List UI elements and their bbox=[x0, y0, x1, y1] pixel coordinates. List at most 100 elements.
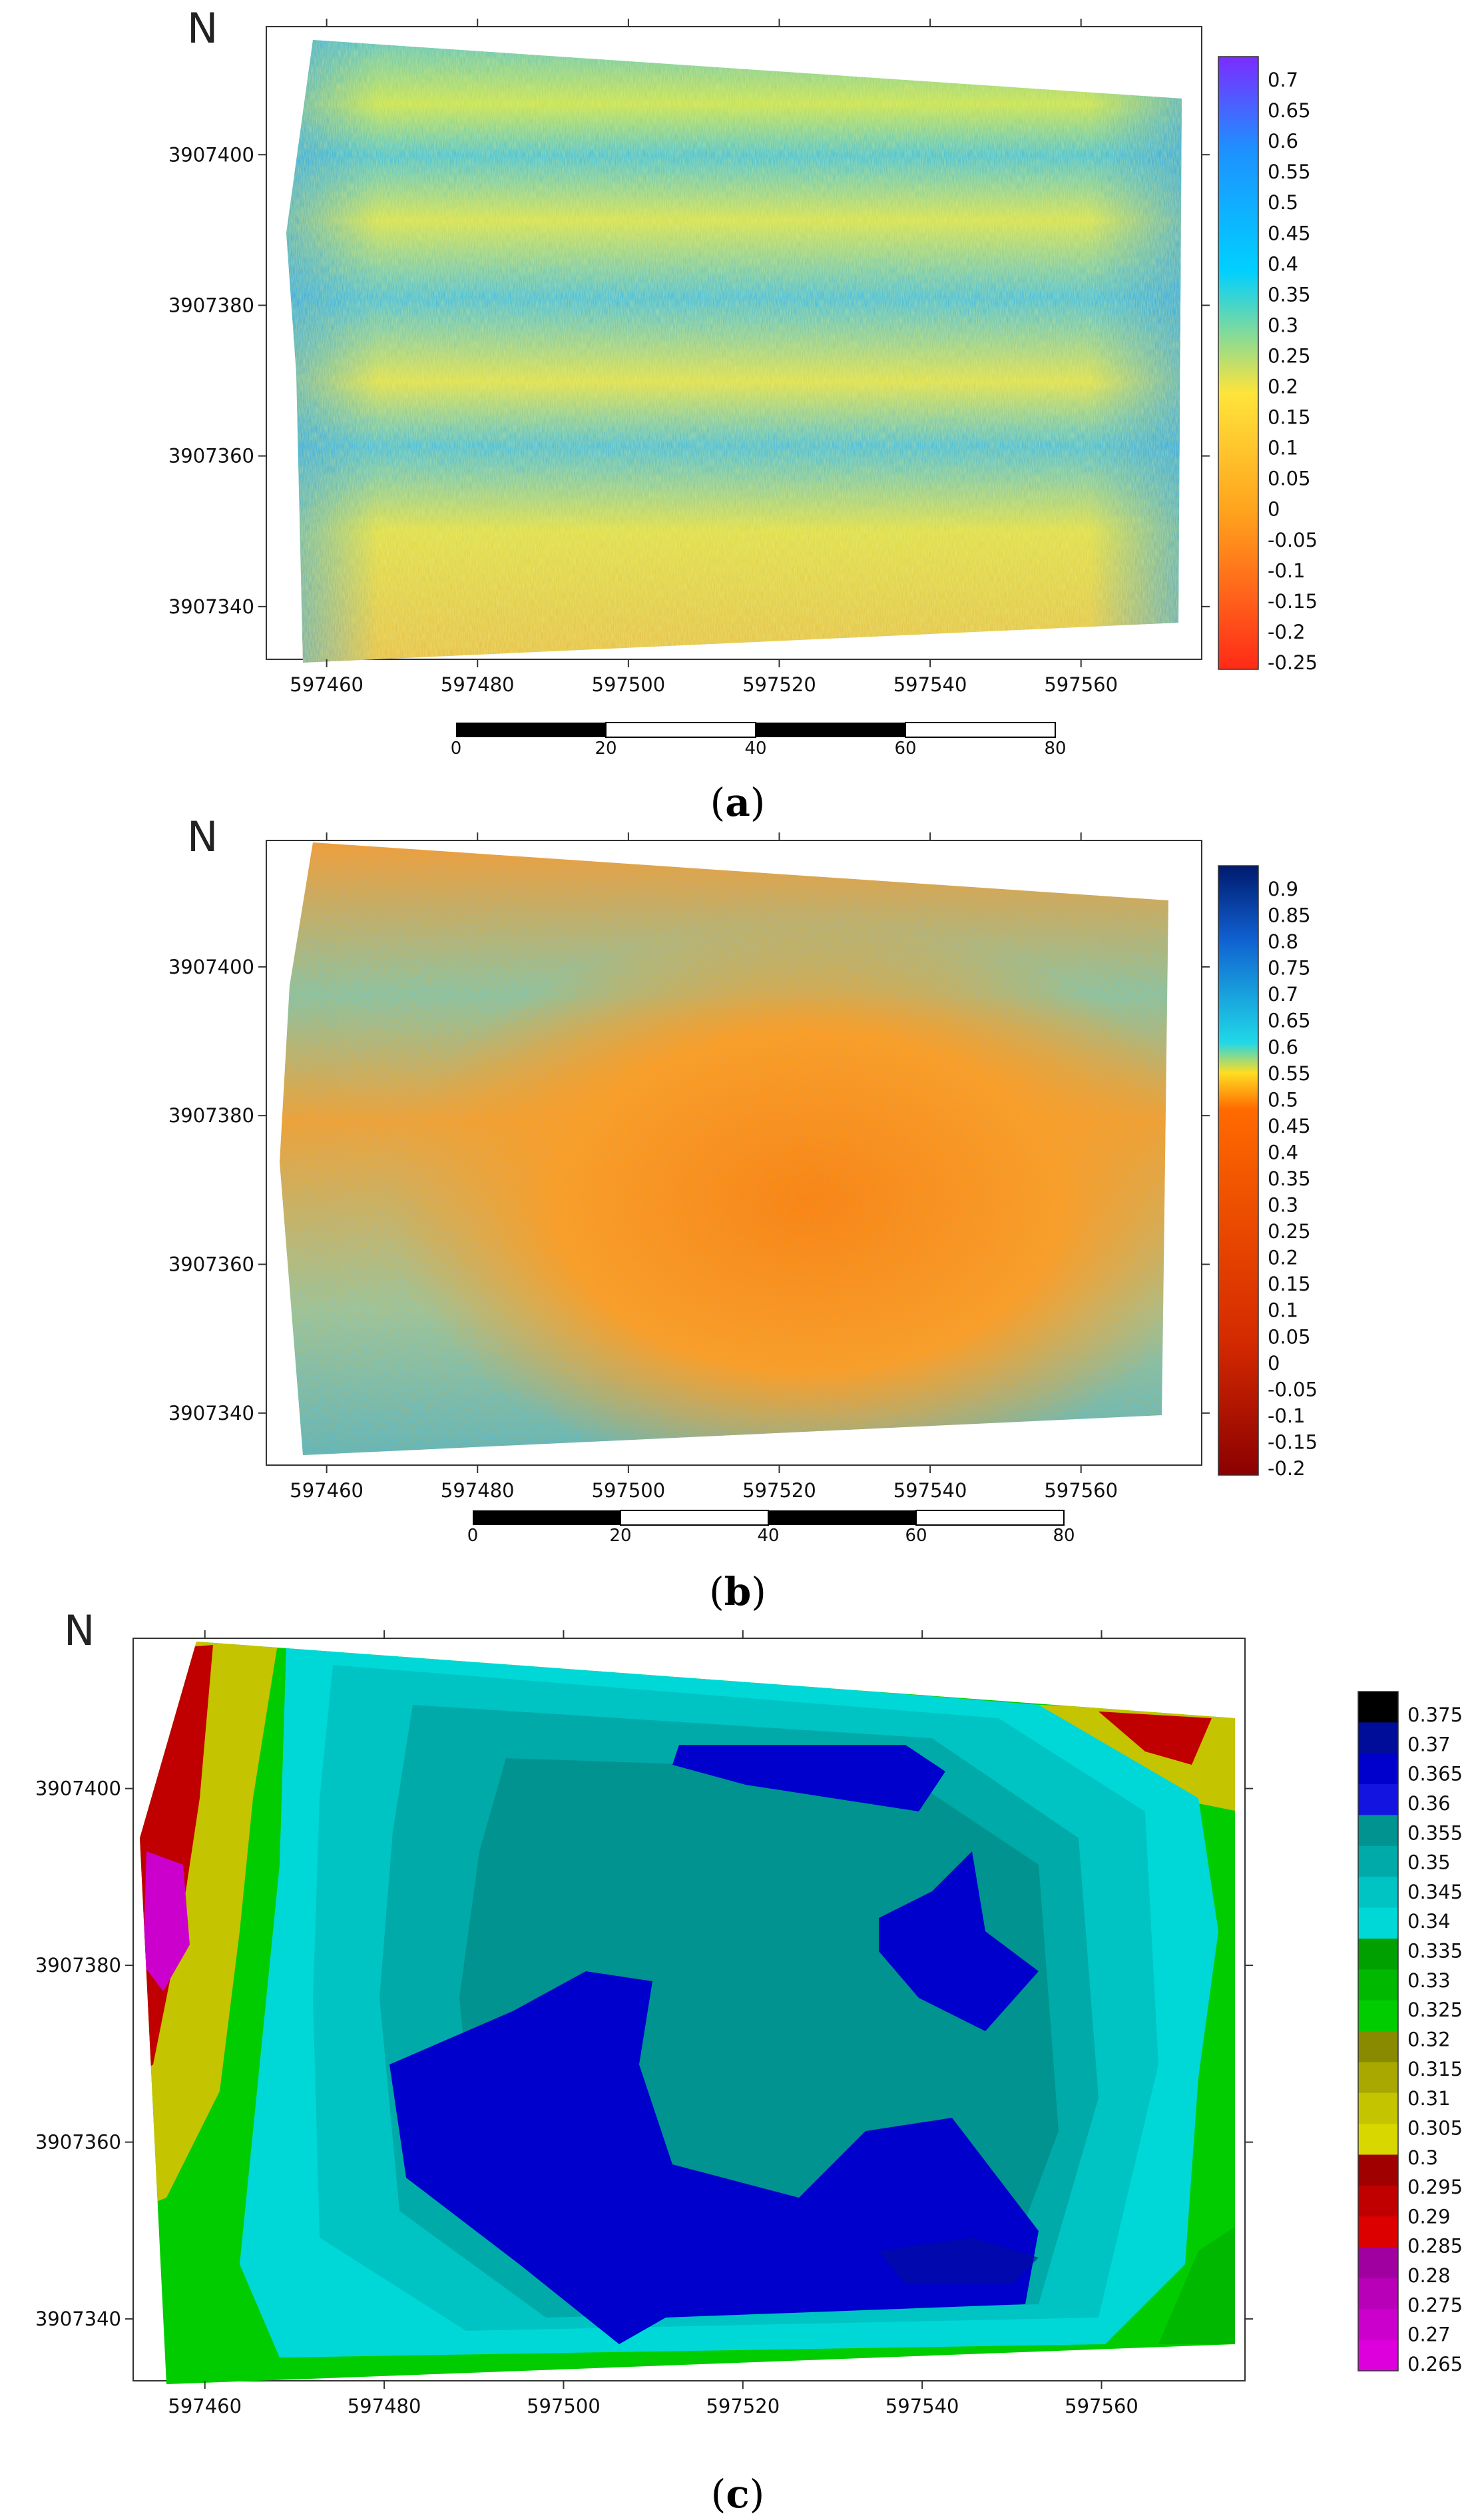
colorbar-c bbox=[1357, 1691, 1399, 2371]
y-tick-label: 3907360 bbox=[35, 2131, 121, 2154]
colorbar-label: 0.27 bbox=[1407, 2324, 1451, 2346]
map-frame bbox=[266, 26, 1202, 660]
y-tick-label: 3907360 bbox=[168, 1253, 254, 1276]
colorbar-label: 0.65 bbox=[1268, 99, 1311, 122]
scale-bar-a bbox=[456, 722, 1056, 738]
colorbar-label: -0.15 bbox=[1268, 590, 1318, 613]
colorbar-bin bbox=[1358, 2216, 1398, 2248]
scale-bar-label: 0 bbox=[467, 1526, 479, 1546]
colorbar-label: 0.2 bbox=[1268, 376, 1298, 398]
colorbar-label: 0.6 bbox=[1268, 130, 1298, 153]
colorbar-label: -0.05 bbox=[1268, 1378, 1318, 1401]
colorbar-label: 0.4 bbox=[1268, 1141, 1298, 1163]
panel-b-index-map: N 597460 597480 597500 597520 597540 597560 39… bbox=[168, 812, 1318, 1614]
colorbar-label: 0.34 bbox=[1407, 1910, 1451, 1933]
colorbar-label: -0.1 bbox=[1268, 559, 1306, 582]
colorbar-label: 0.7 bbox=[1268, 983, 1298, 1006]
raster-image-a bbox=[286, 40, 1182, 663]
raster-image-b bbox=[280, 842, 1168, 1455]
y-tick-label: 3907380 bbox=[168, 1104, 254, 1127]
colorbar-label: -0.2 bbox=[1268, 1457, 1306, 1480]
y-tick-label: 3907380 bbox=[168, 294, 254, 316]
colorbar-label: -0.15 bbox=[1268, 1430, 1318, 1453]
colorbar-label: 0.25 bbox=[1268, 1220, 1311, 1243]
scale-bar-b bbox=[473, 1510, 1065, 1526]
colorbar-label: 0.1 bbox=[1268, 1299, 1298, 1322]
colorbar-bin bbox=[1358, 1969, 1398, 2001]
colorbar-label: 0.05 bbox=[1268, 468, 1311, 490]
colorbar-label: 0.15 bbox=[1268, 1273, 1311, 1295]
scale-bar-label: 0 bbox=[451, 739, 462, 759]
panel-c-interpolated-map: N 597460 597480 597500 597520 597540 597560 39… bbox=[35, 1606, 1463, 2517]
scale-bar-label: 80 bbox=[1044, 739, 1066, 759]
colorbar-label: 0.3 bbox=[1407, 2146, 1438, 2169]
colorbar-label: 0.65 bbox=[1268, 1010, 1311, 1032]
colorbar-label: 0.7 bbox=[1268, 69, 1298, 91]
x-tick-label: 597560 bbox=[1044, 673, 1118, 696]
colorbar-bin bbox=[1358, 2154, 1398, 2186]
colorbar-label: 0.37 bbox=[1407, 1733, 1451, 1755]
colorbar-bin bbox=[1358, 1938, 1398, 1970]
colorbar-label: 0.1 bbox=[1268, 437, 1298, 460]
colorbar-label: 0.5 bbox=[1268, 1088, 1298, 1111]
colorbar-label: 0.265 bbox=[1407, 2353, 1463, 2375]
colorbar-label: 0.85 bbox=[1268, 904, 1311, 927]
colorbar-label: 0.45 bbox=[1268, 1115, 1311, 1137]
y-tick-label: 3907340 bbox=[35, 2308, 121, 2330]
colorbar-label: 0.29 bbox=[1407, 2205, 1451, 2228]
colorbar-label: 0.355 bbox=[1407, 1821, 1463, 1844]
north-arrow-icon: N bbox=[64, 1606, 95, 1655]
x-tick-label: 597560 bbox=[1044, 1479, 1118, 1502]
colorbar-label: 0.36 bbox=[1407, 1792, 1451, 1815]
colorbar-label: 0.3 bbox=[1268, 314, 1298, 336]
y-tick-label: 3907380 bbox=[35, 1954, 121, 1977]
colorbar-label: -0.1 bbox=[1268, 1405, 1306, 1427]
y-tick-label: 3907340 bbox=[168, 1402, 254, 1424]
colorbar-label: -0.2 bbox=[1268, 621, 1306, 643]
colorbar-label: 0.75 bbox=[1268, 957, 1311, 980]
colorbar-bin bbox=[1358, 2000, 1398, 2032]
colorbar-label: 0.32 bbox=[1407, 2029, 1451, 2051]
colorbar-bin bbox=[1358, 2124, 1398, 2155]
colorbar-label: 0.31 bbox=[1407, 2087, 1451, 2110]
north-arrow-icon: N bbox=[187, 812, 218, 861]
x-tick-label: 597540 bbox=[893, 1479, 967, 1502]
colorbar-label: 0.6 bbox=[1268, 1036, 1298, 1058]
colorbar-label: 0.9 bbox=[1268, 878, 1298, 900]
x-tick-label: 597500 bbox=[592, 1479, 666, 1502]
colorbar-label: -0.25 bbox=[1268, 651, 1318, 674]
colorbar-label: 0.285 bbox=[1407, 2235, 1463, 2258]
x-tick-label: 597540 bbox=[893, 673, 967, 696]
scale-bar-label: 20 bbox=[595, 739, 616, 759]
colorbar-bin bbox=[1358, 1784, 1398, 1815]
colorbar-label: 0.35 bbox=[1268, 283, 1311, 306]
colorbar-label: 0.345 bbox=[1407, 1881, 1463, 1903]
colorbar-label: 0.275 bbox=[1407, 2294, 1463, 2316]
scale-bar-label: 80 bbox=[1053, 1526, 1075, 1546]
colorbar-bin bbox=[1358, 2247, 1398, 2279]
colorbar-label: 0.8 bbox=[1268, 930, 1298, 953]
north-arrow-icon: N bbox=[187, 4, 218, 53]
colorbar-bin bbox=[1358, 2062, 1398, 2094]
colorbar-b bbox=[1218, 865, 1259, 1476]
x-tick-label: 597520 bbox=[706, 2395, 780, 2417]
y-tick-label: 3907340 bbox=[168, 595, 254, 618]
x-tick-label: 597520 bbox=[742, 1479, 816, 1502]
colorbar-bin bbox=[1358, 2340, 1398, 2371]
x-tick-label: 597480 bbox=[441, 673, 515, 696]
y-tick-label: 3907400 bbox=[168, 143, 254, 166]
colorbar-label: 0.55 bbox=[1268, 160, 1311, 183]
colorbar-outline bbox=[1357, 1691, 1399, 2371]
panel-b-caption: (b) bbox=[709, 1569, 766, 1614]
x-tick-label: 597460 bbox=[290, 1479, 364, 1502]
map-frame bbox=[266, 840, 1202, 1466]
colorbar-label: 0.25 bbox=[1268, 344, 1311, 367]
colorbar-label: 0.35 bbox=[1268, 1167, 1311, 1190]
x-tick-label: 597500 bbox=[527, 2395, 601, 2417]
colorbar-bin bbox=[1358, 1877, 1398, 1909]
colorbar-bin bbox=[1358, 1692, 1398, 1723]
scale-bar-label: 60 bbox=[894, 739, 916, 759]
colorbar-bin bbox=[1358, 2309, 1398, 2341]
colorbar-label: 0.315 bbox=[1407, 2058, 1463, 2080]
